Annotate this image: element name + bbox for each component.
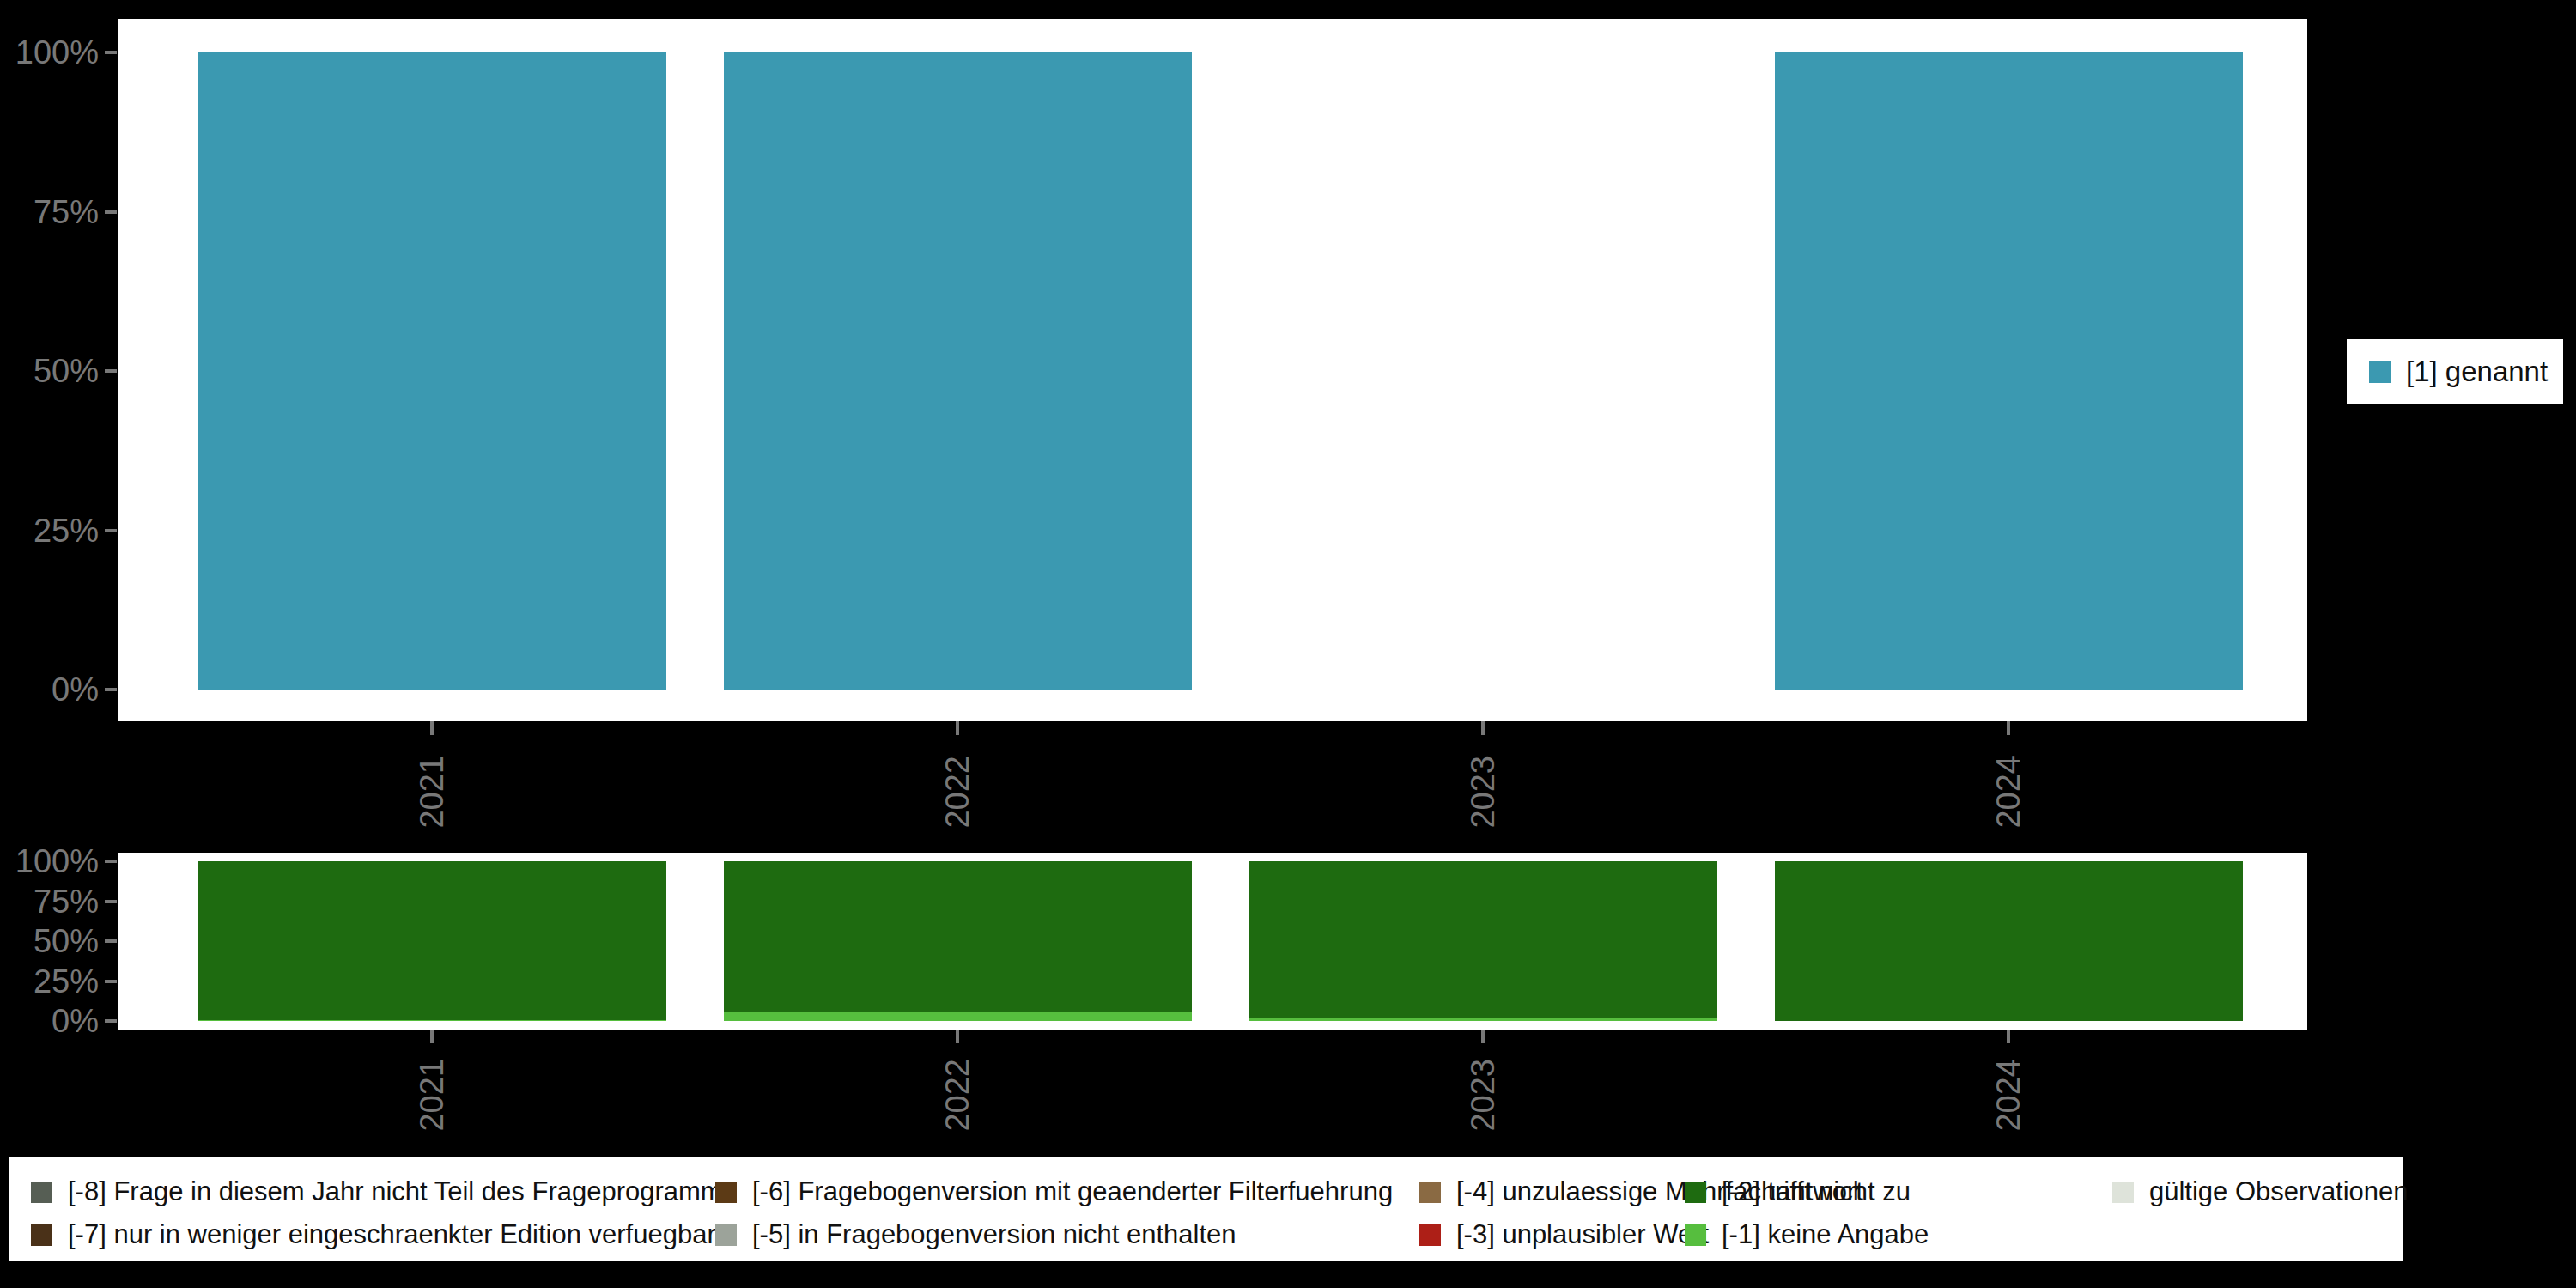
legend-item-label: [-5] in Fragebogenversion nicht enthalte… xyxy=(752,1219,1236,1250)
x-tick-mark xyxy=(956,721,959,735)
legend-swatch-icon xyxy=(715,1182,737,1203)
y-tick-mark xyxy=(105,980,117,983)
x-tick-label: 2023 xyxy=(1466,1059,1500,1132)
legend-swatch-icon xyxy=(2112,1182,2134,1203)
y-tick-label: 100% xyxy=(4,845,99,878)
y-tick-mark xyxy=(105,900,117,903)
legend-item-label: [-7] nur in weniger eingeschraenkter Edi… xyxy=(68,1219,716,1250)
legend-swatch-icon xyxy=(1685,1224,1706,1246)
legend-item: [-2] trifft nicht zu xyxy=(1685,1176,1911,1207)
x-tick-label: 2024 xyxy=(1991,1059,2026,1132)
x-tick-label: 2023 xyxy=(1466,756,1500,829)
legend-item-label: gültige Observationen xyxy=(2149,1176,2409,1207)
legend-item-label: [-2] trifft nicht zu xyxy=(1722,1176,1911,1207)
legend-item: [-1] keine Angabe xyxy=(1685,1219,1929,1250)
figure-canvas: [1] genannt [-8] Frage in diesem Jahr ni… xyxy=(0,0,2576,1288)
legend-item: gültige Observationen xyxy=(2112,1176,2409,1207)
legend-item: [-7] nur in weniger eingeschraenkter Edi… xyxy=(31,1219,716,1250)
legend-item: [-5] in Fragebogenversion nicht enthalte… xyxy=(715,1219,1236,1250)
y-tick-label: 25% xyxy=(4,965,99,998)
legend-item: [-3] unplausibler Wert xyxy=(1419,1219,1709,1250)
legend-swatch-icon xyxy=(715,1224,737,1246)
bar-segment xyxy=(724,1012,1192,1021)
legend-item: [-8] Frage in diesem Jahr nicht Teil des… xyxy=(31,1176,736,1207)
bar-segment xyxy=(198,52,666,690)
legend-swatch-icon xyxy=(1419,1182,1441,1203)
y-tick-mark xyxy=(105,51,117,54)
legend-swatch-icon xyxy=(31,1182,52,1203)
legend-label-genannt: [1] genannt xyxy=(2406,355,2548,388)
y-tick-mark xyxy=(105,529,117,532)
x-tick-label: 2021 xyxy=(415,1059,449,1132)
y-tick-mark xyxy=(105,1019,117,1023)
y-tick-mark xyxy=(105,939,117,943)
legend-swatch-genannt-icon xyxy=(2369,361,2391,383)
x-tick-mark xyxy=(956,1030,959,1043)
y-tick-label: 100% xyxy=(4,36,99,69)
legend-swatch-icon xyxy=(1685,1182,1706,1203)
y-tick-mark xyxy=(105,688,117,691)
bar-segment xyxy=(198,1020,666,1021)
x-tick-mark xyxy=(430,1030,434,1043)
bar-segment xyxy=(1775,861,2243,1021)
x-tick-mark xyxy=(430,721,434,735)
bar-segment xyxy=(1249,1018,1717,1021)
x-tick-label: 2021 xyxy=(415,756,449,829)
x-tick-label: 2024 xyxy=(1991,756,2026,829)
legend-item-label: [-6] Fragebogenversion mit geaenderter F… xyxy=(752,1176,1393,1207)
y-tick-mark xyxy=(105,369,117,373)
x-tick-mark xyxy=(2007,721,2010,735)
bar-segment xyxy=(724,52,1192,690)
y-tick-label: 75% xyxy=(4,196,99,228)
y-tick-label: 50% xyxy=(4,925,99,957)
y-tick-label: 0% xyxy=(4,1005,99,1037)
x-tick-label: 2022 xyxy=(940,756,975,829)
y-tick-label: 75% xyxy=(4,885,99,918)
bar-segment xyxy=(1249,861,1717,1018)
y-tick-mark xyxy=(105,210,117,214)
y-tick-label: 0% xyxy=(4,673,99,706)
legend-swatch-icon xyxy=(1419,1224,1441,1246)
legend-item: [-6] Fragebogenversion mit geaenderter F… xyxy=(715,1176,1393,1207)
x-tick-label: 2022 xyxy=(940,1059,975,1132)
bar-segment xyxy=(724,861,1192,1012)
legend-item-genannt: [1] genannt xyxy=(2369,355,2548,388)
x-tick-mark xyxy=(1481,721,1485,735)
bar-segment xyxy=(1775,52,2243,690)
legend-swatch-icon xyxy=(31,1224,52,1246)
y-tick-mark xyxy=(105,860,117,863)
legend-item-label: [-8] Frage in diesem Jahr nicht Teil des… xyxy=(68,1176,736,1207)
missing-values-legend: [-8] Frage in diesem Jahr nicht Teil des… xyxy=(9,1157,2403,1261)
y-tick-label: 25% xyxy=(4,514,99,547)
x-tick-mark xyxy=(2007,1030,2010,1043)
bar-segment xyxy=(198,861,666,1020)
legend-item-label: [-1] keine Angabe xyxy=(1722,1219,1929,1250)
top-chart-legend: [1] genannt xyxy=(2347,339,2563,404)
legend-item-label: [-3] unplausibler Wert xyxy=(1456,1219,1709,1250)
x-tick-mark xyxy=(1481,1030,1485,1043)
y-tick-label: 50% xyxy=(4,355,99,387)
